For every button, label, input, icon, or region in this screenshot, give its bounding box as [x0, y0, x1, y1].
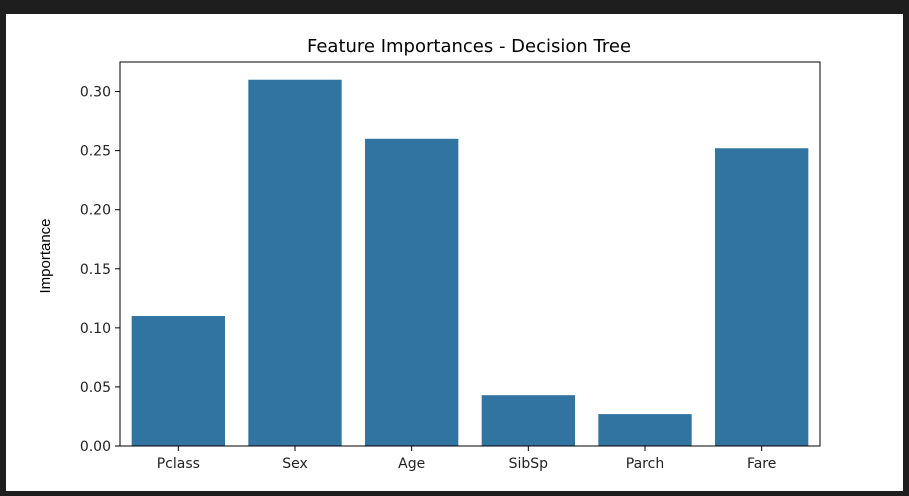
- x-ticks-group: Pclass Sex Age SibSp Parch Fare: [157, 446, 776, 472]
- bar-parch: [598, 414, 692, 446]
- y-tick-label: 0.05: [80, 380, 111, 396]
- chart-title: Feature Importances - Decision Tree: [307, 36, 631, 57]
- x-tick-label-pclass: Pclass: [157, 456, 200, 472]
- x-tick-label-age: Age: [398, 456, 425, 472]
- x-tick-label-parch: Parch: [626, 456, 664, 472]
- window-right-edge: [903, 0, 909, 496]
- window-bottom-edge: [0, 491, 909, 496]
- y-tick-label: 0.00: [80, 439, 111, 455]
- y-tick-label: 0.20: [80, 203, 111, 219]
- y-tick-label: 0.10: [80, 321, 111, 337]
- y-axis-label: Importance: [37, 218, 54, 293]
- y-tick-label: 0.25: [80, 144, 111, 160]
- bar-sibsp: [481, 395, 575, 446]
- bars-group: [131, 79, 809, 447]
- bar-sex: [248, 79, 342, 446]
- x-tick-label-sex: Sex: [282, 456, 308, 472]
- bar-age: [365, 138, 459, 447]
- window-left-edge: [0, 0, 6, 496]
- bar-fare: [715, 148, 809, 446]
- window-top-edge: [0, 0, 909, 14]
- y-tick-label: 0.15: [80, 262, 111, 278]
- x-tick-label-fare: Fare: [747, 456, 776, 472]
- plot-frame: [119, 61, 821, 447]
- y-tick-label: 0.30: [80, 85, 111, 101]
- x-tick-label-sibsp: SibSp: [509, 456, 549, 472]
- bar-pclass: [131, 316, 225, 446]
- y-ticks-group: 0.00 0.05 0.10 0.15 0.20 0.25 0.30: [80, 85, 120, 455]
